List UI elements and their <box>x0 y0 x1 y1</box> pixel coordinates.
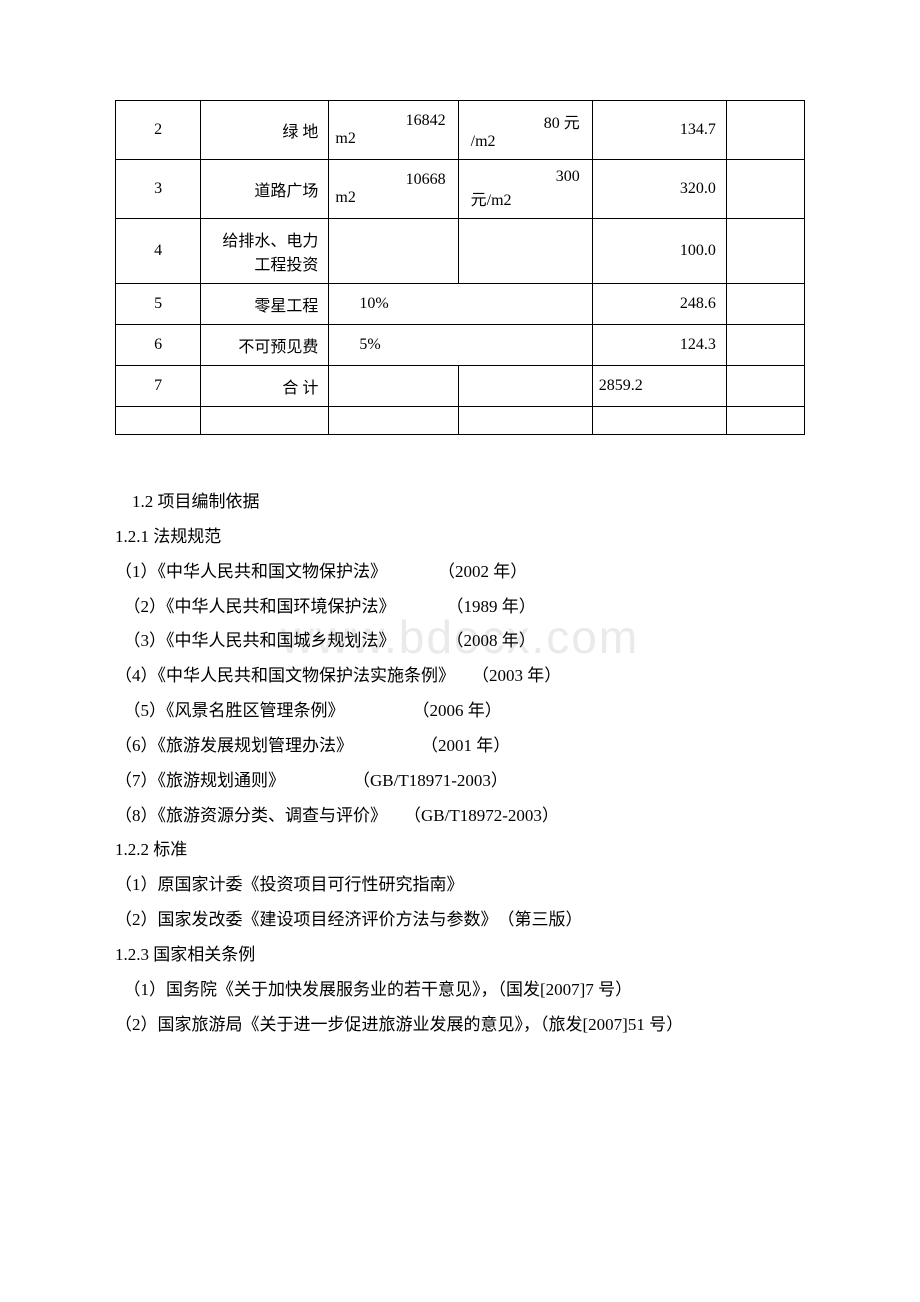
table-row: 6 不可预见费 5% 124.3 <box>116 325 805 366</box>
empty-cell <box>592 407 726 435</box>
table-row: 3 道路广场 10668 m2 300 元/m2 320.0 <box>116 160 805 219</box>
law-item: （3）《中华人民共和国城乡规划法》 （2008 年） <box>115 624 805 659</box>
law-item: （5）《风景名胜区管理条例》 （2006 年） <box>115 694 805 729</box>
law-item: （4）《中华人民共和国文物保护法实施条例》 （2003 年） <box>115 659 805 694</box>
name-cell: 不可预见费 <box>201 325 329 366</box>
body-text: 1.2 项目编制依据 1.2.1 法规规范 （1）《中华人民共和国文物保护法》 … <box>115 485 805 1043</box>
seq-cell: 4 <box>116 219 201 284</box>
seq-cell: 2 <box>116 101 201 160</box>
price-unit: /m2 <box>465 133 586 151</box>
seq-cell: 3 <box>116 160 201 219</box>
qty-cell: 10668 m2 <box>329 160 458 219</box>
amount-cell: 124.3 <box>592 325 726 366</box>
amount-cell: 320.0 <box>592 160 726 219</box>
law-item: （7）《旅游规划通则》 （GB/T18971-2003） <box>115 764 805 799</box>
price-cell <box>458 366 592 407</box>
remark-cell <box>726 101 804 160</box>
qty-unit: m2 <box>329 189 451 207</box>
std-item: （2）国家发改委《建设项目经济评价方法与参数》 （第三版） <box>115 903 805 938</box>
amount-cell: 248.6 <box>592 284 726 325</box>
qty-number: 16842 <box>329 112 451 130</box>
law-item: （1）《中华人民共和国文物保护法》 （2002 年） <box>115 555 805 590</box>
reg-item: （1）国务院《关于加快发展服务业的若干意见》，（国发[2007]7 号） <box>115 973 805 1008</box>
price-cell: 80 元 /m2 <box>458 101 592 160</box>
cost-table: 2 绿 地 16842 m2 80 元 /m2 134.7 3 道路广场 106… <box>115 100 805 435</box>
remark-cell <box>726 366 804 407</box>
reg-item: （2）国家旅游局《关于进一步促进旅游业发展的意见》，（旅发[2007]51 号） <box>115 1008 805 1043</box>
empty-cell <box>458 407 592 435</box>
price-unit: 元/m2 <box>465 186 586 210</box>
empty-cell <box>116 407 201 435</box>
law-item: （2）《中华人民共和国环境保护法》 （1989 年） <box>115 590 805 625</box>
price-cell: 300 元/m2 <box>458 160 592 219</box>
table-row: 4 给排水、电力工程投资 100.0 <box>116 219 805 284</box>
qty-unit: m2 <box>329 130 451 148</box>
law-item: （6）《旅游发展规划管理办法》 （2001 年） <box>115 729 805 764</box>
qty-cell <box>329 366 458 407</box>
seq-cell: 7 <box>116 366 201 407</box>
empty-cell <box>726 407 804 435</box>
std-item: （1）原国家计委《投资项目可行性研究指南》 <box>115 868 805 903</box>
name-cell: 绿 地 <box>201 101 329 160</box>
name-cell: 合 计 <box>201 366 329 407</box>
qty-number: 10668 <box>329 171 451 189</box>
remark-cell <box>726 325 804 366</box>
law-item: （8）《旅游资源分类、调查与评价》 （GB/T18972-2003） <box>115 799 805 834</box>
seq-cell: 6 <box>116 325 201 366</box>
pct-cell: 5% <box>329 325 592 366</box>
amount-cell: 100.0 <box>592 219 726 284</box>
table-row: 2 绿 地 16842 m2 80 元 /m2 134.7 <box>116 101 805 160</box>
table-row: 5 零星工程 10% 248.6 <box>116 284 805 325</box>
remark-cell <box>726 219 804 284</box>
table-row: 7 合 计 2859.2 <box>116 366 805 407</box>
heading-1-2-3: 1.2.3 国家相关条例 <box>115 938 805 973</box>
price-number: 300 <box>465 168 586 186</box>
pct-cell: 10% <box>329 284 592 325</box>
amount-cell: 134.7 <box>592 101 726 160</box>
heading-1-2: 1.2 项目编制依据 <box>115 485 805 520</box>
table-row-empty <box>116 407 805 435</box>
qty-cell: 16842 m2 <box>329 101 458 160</box>
price-cell <box>458 219 592 284</box>
qty-cell <box>329 219 458 284</box>
heading-1-2-1: 1.2.1 法规规范 <box>115 520 805 555</box>
amount-cell: 2859.2 <box>592 366 726 407</box>
price-number: 80 元 <box>465 109 586 133</box>
name-cell: 给排水、电力工程投资 <box>201 219 329 284</box>
heading-1-2-2: 1.2.2 标准 <box>115 833 805 868</box>
name-cell: 道路广场 <box>201 160 329 219</box>
seq-cell: 5 <box>116 284 201 325</box>
remark-cell <box>726 284 804 325</box>
remark-cell <box>726 160 804 219</box>
empty-cell <box>201 407 329 435</box>
name-cell: 零星工程 <box>201 284 329 325</box>
empty-cell <box>329 407 458 435</box>
